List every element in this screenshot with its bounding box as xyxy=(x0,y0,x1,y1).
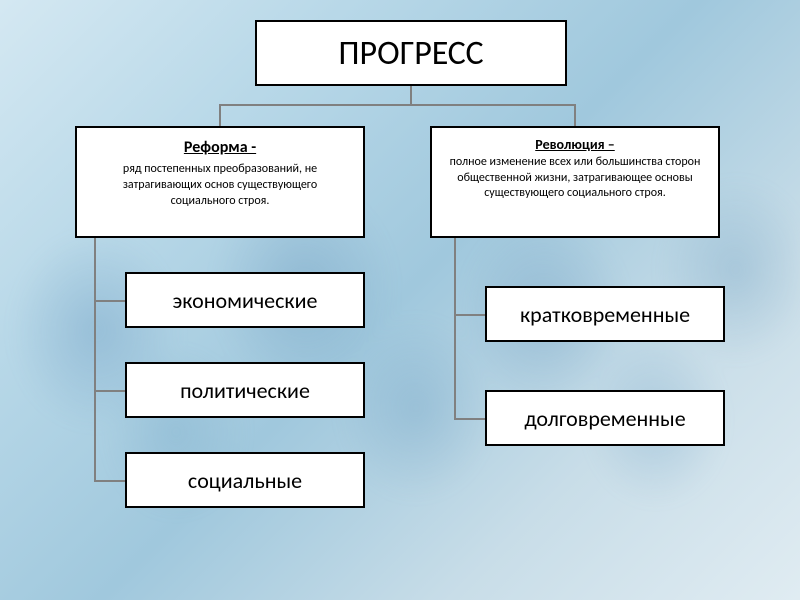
conn-root-down xyxy=(410,86,412,104)
conn-rev-item2 xyxy=(454,418,485,420)
root-node: ПРОГРЕСС xyxy=(255,20,567,86)
revolution-item-1: кратковременные xyxy=(485,286,725,342)
conn-rev-spine xyxy=(454,238,456,418)
conn-reform-item2 xyxy=(94,390,125,392)
reform-desc: ряд постепенных преобразований, не затра… xyxy=(91,161,349,210)
revolution-header: Революция – полное изменение всех или бо… xyxy=(430,126,720,238)
reform-item-3: социальные xyxy=(125,452,365,508)
conn-rev-item1 xyxy=(454,314,485,316)
conn-to-revolution xyxy=(574,104,576,126)
reform-item-1-label: экономические xyxy=(173,287,318,314)
reform-header: Реформа - ряд постепенных преобразований… xyxy=(75,126,365,238)
reform-title: Реформа - xyxy=(184,138,256,157)
revolution-item-2-label: долговременные xyxy=(524,405,685,432)
conn-reform-item1 xyxy=(94,300,125,302)
reform-item-1: экономические xyxy=(125,272,365,328)
conn-reform-item3 xyxy=(94,480,125,482)
conn-reform-spine xyxy=(94,238,96,480)
reform-item-2: политические xyxy=(125,362,365,418)
revolution-item-2: долговременные xyxy=(485,390,725,446)
root-label: ПРОГРЕСС xyxy=(338,33,483,74)
reform-item-3-label: социальные xyxy=(188,467,302,494)
revolution-item-1-label: кратковременные xyxy=(520,301,690,328)
conn-root-horiz xyxy=(219,104,575,106)
revolution-desc: полное изменение всех или большинства ст… xyxy=(446,155,704,202)
conn-to-reform xyxy=(219,104,221,126)
revolution-title: Революция – xyxy=(535,136,615,153)
reform-item-2-label: политические xyxy=(180,377,310,404)
